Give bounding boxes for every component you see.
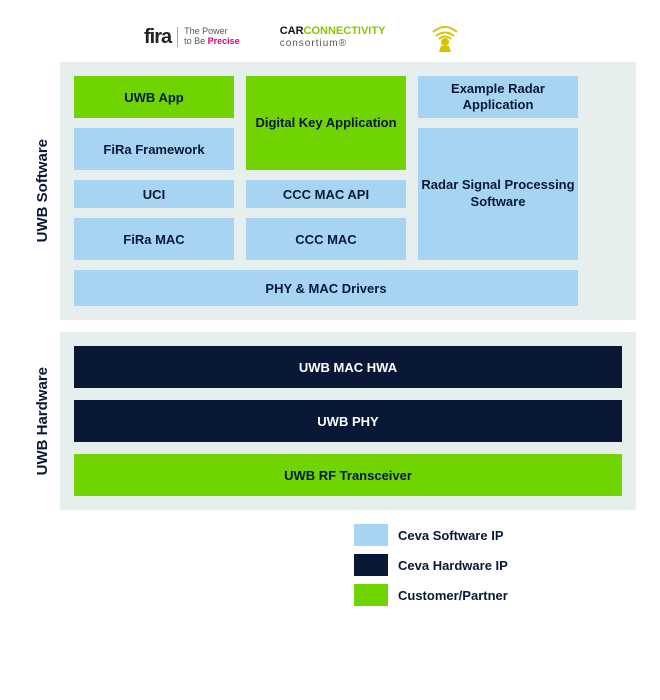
hardware-label: UWB Hardware [24,332,60,510]
block-fira-framework: FiRa Framework [74,128,234,170]
fira-tagline: The Power to Be Precise [177,27,240,47]
block-ccc-mac-api: CCC MAC API [246,180,406,208]
fira-mark: fira [144,26,171,49]
software-section: UWB Software UWB App Digital Key Applica… [24,62,636,320]
block-phy-mac-drivers: PHY & MAC Drivers [74,270,578,306]
block-fira-mac: FiRa MAC [74,218,234,260]
block-digital-key: Digital Key Application [246,76,406,170]
software-label: UWB Software [24,62,60,320]
block-ccc-mac: CCC MAC [246,218,406,260]
software-panel: UWB App Digital Key Application Example … [60,62,636,320]
block-radar-app: Example Radar Application [418,76,578,118]
fira-logo: fira The Power to Be Precise [144,26,240,49]
hardware-section: UWB Hardware UWB MAC HWA UWB PHY UWB RF … [24,332,636,510]
logo-row: fira The Power to Be Precise CARCONNECTI… [144,20,636,54]
block-uwb-phy: UWB PHY [74,400,622,442]
legend-software-ip: Ceva Software IP [354,524,636,546]
block-uci: UCI [74,180,234,208]
legend-hardware-ip: Ceva Hardware IP [354,554,636,576]
block-radar-sp: Radar Signal Processing Software [418,128,578,260]
block-rf-transceiver: UWB RF Transceiver [74,454,622,496]
swatch-software [354,524,388,546]
legend-customer: Customer/Partner [354,584,636,606]
block-uwb-mac-hwa: UWB MAC HWA [74,346,622,388]
swatch-customer [354,584,388,606]
hardware-panel: UWB MAC HWA UWB PHY UWB RF Transceiver [60,332,636,510]
radar-icon [425,22,465,52]
ccc-logo: CARCONNECTIVITY consortium® [280,25,386,49]
swatch-hardware [354,554,388,576]
block-uwb-app: UWB App [74,76,234,118]
legend: Ceva Software IP Ceva Hardware IP Custom… [354,524,636,606]
